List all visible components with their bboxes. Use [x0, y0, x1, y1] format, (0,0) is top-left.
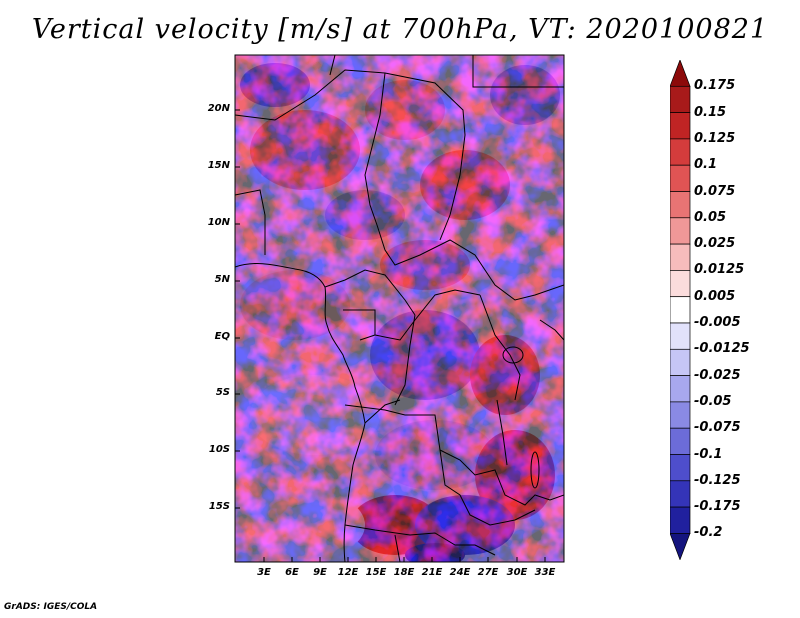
- colorbar-swatch: [670, 60, 691, 87]
- colorbar-swatch: [670, 270, 691, 298]
- longitude-label: 6E: [285, 567, 299, 578]
- longitude-label: 12E: [337, 567, 359, 578]
- country-borders: [235, 55, 564, 562]
- colorbar-swatch: [670, 401, 691, 429]
- colorbar-tick-label: 0.05: [694, 209, 727, 225]
- colorbar-swatch: [670, 454, 691, 482]
- colorbar-swatch: [670, 112, 691, 140]
- latitude-label: 10S: [208, 444, 230, 455]
- colorbar-tick-label: 0.025: [694, 236, 736, 252]
- colorbar-swatch: [670, 506, 691, 534]
- colorbar-tick-label: 0.0125: [694, 262, 745, 278]
- colorbar-swatch: [670, 191, 691, 219]
- colorbar-swatch: [670, 85, 691, 113]
- longitude-label: 15E: [365, 567, 387, 578]
- colorbar-tick-label: -0.175: [694, 499, 741, 515]
- colorbar-tick-label: 0.075: [694, 183, 736, 199]
- colorbar-tick-label: -0.05: [694, 393, 732, 409]
- colorbar-swatch: [670, 533, 691, 560]
- latitude-label: 20N: [207, 103, 230, 114]
- longitude-label: 18E: [393, 567, 415, 578]
- longitude-label: 9E: [313, 567, 327, 578]
- longitude-label: 33E: [534, 567, 556, 578]
- colorbar-swatch: [670, 138, 691, 166]
- colorbar-tick-label: -0.0125: [694, 341, 750, 357]
- colorbar-tick-label: -0.1: [694, 446, 723, 462]
- grads-credit: GrADS: IGES/COLA: [4, 602, 98, 612]
- colorbar-tick-label: -0.025: [694, 367, 741, 383]
- longitude-label: 24E: [449, 567, 471, 578]
- latitude-label: 5S: [215, 387, 230, 398]
- longitude-label: 21E: [421, 567, 443, 578]
- colorbar-swatch: [670, 164, 691, 192]
- latitude-label: 15N: [207, 160, 230, 171]
- colorbar-swatch: [670, 217, 691, 245]
- colorbar-tick-label: -0.075: [694, 420, 741, 436]
- colorbar-tick-label: 0.005: [694, 288, 736, 304]
- colorbar-swatch: [670, 322, 691, 350]
- colorbar-tick-label: -0.005: [694, 315, 741, 330]
- colorbar-tick-label: 0.175: [694, 78, 736, 94]
- longitude-label: 30E: [506, 567, 528, 578]
- colorbar: [670, 60, 691, 560]
- map-title: Vertical velocity [m/s] at 700hPa, VT: 2…: [31, 14, 769, 45]
- colorbar-swatch: [670, 480, 691, 508]
- colorbar-swatch: [670, 296, 691, 324]
- longitude-label: 27E: [477, 567, 499, 578]
- colorbar-tick-label: 0.125: [694, 130, 736, 146]
- latitude-label: 5N: [214, 274, 230, 285]
- latitude-label: EQ: [214, 331, 230, 342]
- colorbar-tick-label: -0.125: [694, 472, 741, 488]
- longitude-label: 3E: [257, 567, 271, 578]
- latitude-label: 15S: [208, 501, 230, 512]
- colorbar-swatch: [670, 348, 691, 376]
- colorbar-tick-label: -0.2: [694, 525, 723, 541]
- map-plot-area: [235, 55, 564, 562]
- colorbar-swatch: [670, 243, 691, 271]
- colorbar-tick-label: 0.15: [694, 104, 727, 120]
- velocity-field-texture: [235, 55, 564, 562]
- colorbar-swatch: [670, 375, 691, 403]
- colorbar-swatch: [670, 427, 691, 455]
- latitude-label: 10N: [207, 217, 230, 228]
- colorbar-tick-label: 0.1: [694, 157, 718, 173]
